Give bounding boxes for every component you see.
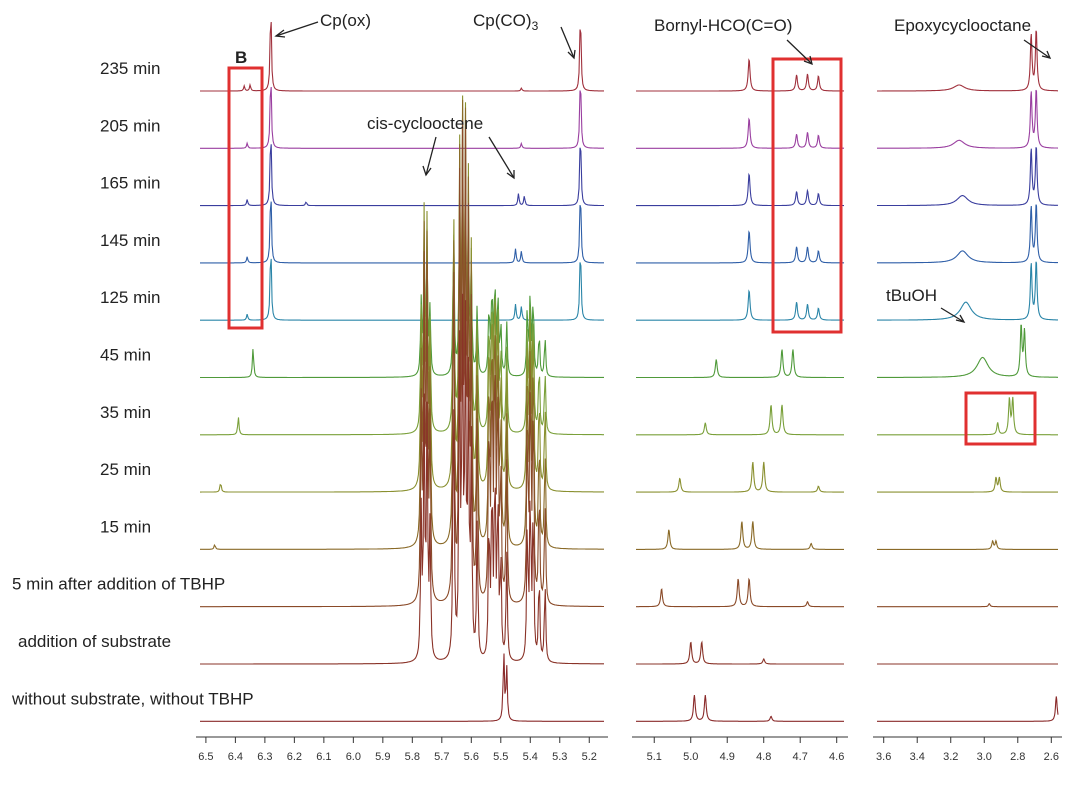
trace-8-left (200, 99, 604, 550)
trace-5-left (200, 192, 604, 379)
tick-label-mid-1: 5.0 (683, 751, 698, 763)
trace-7-right (877, 476, 1058, 493)
cp-ox-annotation: Cp(ox) (320, 11, 371, 30)
series-label-3: 145 min (100, 231, 160, 250)
tick-label-right-5: 2.6 (1044, 751, 1059, 763)
trace-11-right (877, 696, 1059, 722)
trace-0-right (877, 30, 1058, 92)
highlight-box-b (227, 66, 264, 330)
tick-label-mid-2: 4.9 (720, 751, 735, 763)
series-labels: 235 min 205 min 165 min 145 min 125 min 45 mi… (11, 59, 254, 708)
tick-label-mid-5: 4.6 (829, 751, 844, 763)
tick-label-right-2: 3.2 (943, 751, 958, 763)
epoxide-annotation: Epoxycyclooctane (894, 16, 1031, 35)
trace-4-left (200, 258, 604, 321)
trace-5-mid (636, 349, 844, 379)
tick-label-left-0: 6.5 (198, 751, 213, 763)
cyclooctene-annotation: cis-cyclooctene (367, 114, 483, 133)
trace-2-left (200, 144, 604, 207)
tick-label-right-1: 3.4 (910, 751, 925, 763)
annotation-arrows (274, 21, 1052, 324)
trace-0-left (200, 21, 604, 92)
tick-label-right-3: 3.0 (977, 751, 992, 763)
spectra-traces (200, 21, 1059, 722)
tick-label-mid-3: 4.8 (756, 751, 771, 763)
trace-9-right (877, 603, 1058, 608)
tick-label-right-0: 3.6 (876, 751, 891, 763)
trace-0-mid (636, 58, 844, 92)
box-b-label: B (235, 48, 247, 67)
trace-3-right (877, 204, 1058, 264)
trace-11-mid (636, 694, 844, 722)
tick-label-left-12: 5.3 (552, 751, 567, 763)
bornyl-annotation: Bornyl-HCO(C=O) (654, 16, 792, 35)
series-label-2: 165 min (100, 174, 160, 193)
tick-label-mid-4: 4.7 (793, 751, 808, 763)
tick-label-left-7: 5.8 (405, 751, 420, 763)
tick-label-left-8: 5.7 (434, 751, 449, 763)
tick-label-left-6: 5.9 (375, 751, 390, 763)
trace-3-mid (636, 230, 845, 264)
series-label-1: 205 min (100, 116, 160, 135)
tick-label-mid-0: 5.1 (647, 751, 662, 763)
tbuoh-annotation: tBuOH (886, 286, 937, 305)
trace-11-left (200, 653, 604, 722)
tick-label-left-10: 5.5 (493, 751, 508, 763)
tick-label-left-13: 5.2 (582, 751, 597, 763)
tick-label-left-2: 6.3 (257, 751, 272, 763)
tick-label-left-11: 5.4 (523, 751, 538, 763)
trace-6-left (200, 143, 604, 436)
series-label-0: 235 min (100, 59, 160, 78)
trace-8-right (877, 539, 1058, 550)
series-label-7: 25 min (100, 460, 151, 479)
trace-9-mid (636, 577, 844, 608)
trace-10-mid (636, 640, 844, 665)
trace-7-mid (636, 461, 844, 493)
trace-7-left (200, 95, 604, 493)
tick-label-left-4: 6.1 (316, 751, 331, 763)
trace-1-right (877, 89, 1058, 149)
series-label-10: addition of substrate (18, 632, 171, 651)
trace-6-mid (636, 404, 844, 436)
trace-1-left (200, 86, 604, 149)
trace-3-left (200, 201, 604, 264)
trace-9-left (200, 120, 604, 608)
trace-4-mid (636, 289, 845, 321)
trace-2-right (877, 147, 1059, 207)
series-label-6: 35 min (100, 403, 151, 422)
trace-5-right (877, 324, 1058, 378)
tick-label-right-4: 2.8 (1010, 751, 1025, 763)
tick-label-left-9: 5.6 (464, 751, 479, 763)
trace-4-right (877, 261, 1058, 321)
x-axes: 6.5 6.4 6.3 6.2 6.1 6.0 5.9 5.8 5.7 5.6 5.5 5.4 5.3 5… (196, 736, 1062, 763)
trace-10-left (200, 293, 604, 665)
cp-co3-annotation: Cp(CO)3 (473, 11, 539, 33)
highlight-box-epoxide (964, 391, 1037, 446)
tick-label-left-1: 6.4 (228, 751, 243, 763)
series-label-8: 15 min (100, 517, 151, 536)
series-label-5: 45 min (100, 346, 151, 365)
cp-co-subscript: 3 (532, 19, 539, 33)
tick-label-left-3: 6.2 (287, 751, 302, 763)
series-label-9: 5 min after addition of TBHP (12, 575, 225, 594)
trace-8-mid (636, 521, 844, 550)
series-label-11: without substrate, without TBHP (11, 689, 254, 708)
cp-co-text: Cp(CO) (473, 11, 532, 30)
trace-2-mid (636, 172, 844, 207)
trace-1-mid (636, 117, 845, 149)
tick-label-left-5: 6.0 (346, 751, 361, 763)
series-label-4: 125 min (100, 288, 160, 307)
